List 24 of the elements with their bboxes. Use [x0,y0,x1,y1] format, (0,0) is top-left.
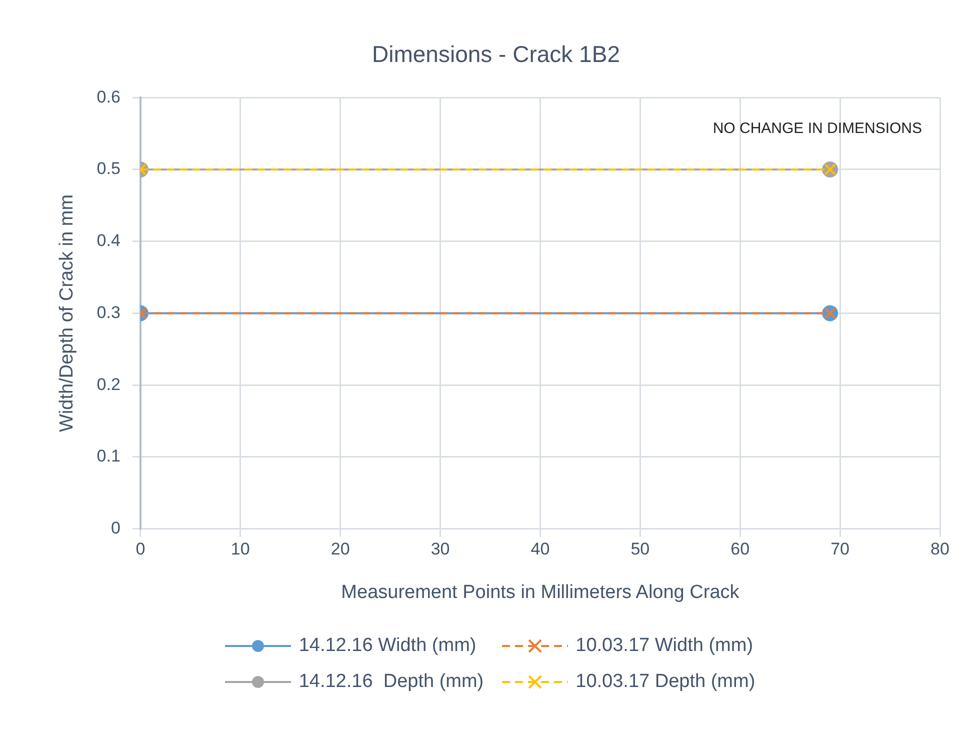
x-axis-title: Measurement Points in Millimeters Along Crack [341,582,740,603]
y-tick-label: 0.3 [96,302,120,322]
x-tick-label: 0 [136,540,146,559]
y-tick-label: 0.5 [96,159,120,178]
legend-label: 14.12.16 Width (mm) [298,635,476,657]
x-tick-label: 80 [930,540,950,559]
x-tick-label: 30 [430,540,450,559]
annotation: NO CHANGE IN DIMENSIONS [712,120,922,138]
y-tick-label: 0.2 [96,374,120,394]
y-tick-label: 0.4 [96,231,120,250]
y-axis-title: Width/Depth of Crack in mm [56,194,78,432]
legend-label: 10.03.17 Width (mm) [576,635,754,657]
legend-label: 14.12.16 Depth (mm) [298,671,484,693]
x-tick-label: 50 [630,540,650,559]
x-tick-label: 20 [330,540,350,559]
x-tick-label: 70 [830,540,850,559]
y-tick-label: 0 [110,518,120,538]
legend-label: 10.03.17 Depth (mm) [576,671,756,693]
x-tick-label: 60 [730,540,750,559]
chart-title: Dimensions - Crack 1B2 [372,41,620,68]
x-tick-label: 10 [230,540,250,559]
x-tick-label: 40 [530,540,550,559]
y-tick-label: 0.1 [96,446,120,466]
y-tick-label: 0.6 [96,87,120,106]
